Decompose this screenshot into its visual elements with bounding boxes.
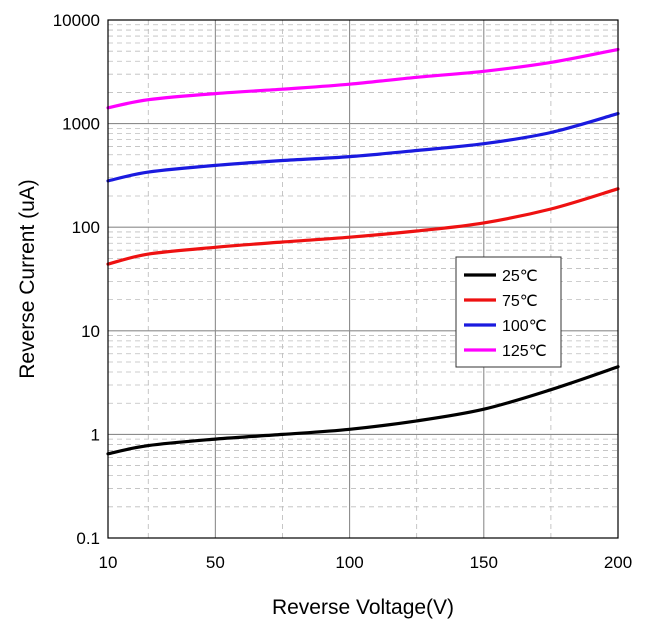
legend-label: 25℃: [502, 268, 538, 285]
legend: 25℃ 75℃ 100℃ 125℃: [455, 256, 562, 368]
y-tick-label: 0.1: [76, 529, 100, 548]
y-tick-label: 1: [91, 425, 100, 444]
series-layer: [106, 47, 620, 456]
y-tick-label: 1000: [62, 115, 100, 134]
y-tick-label: 100: [72, 218, 100, 237]
legend-label: 75℃: [502, 293, 538, 310]
x-axis-ticks: 10 50 100 150 200: [99, 553, 633, 572]
y-tick-label: 10: [81, 322, 100, 341]
series-line: [106, 365, 620, 456]
plot-frame: [107, 19, 619, 539]
x-axis-label: Reverse Voltage(V): [272, 596, 454, 619]
legend-label: 125℃: [502, 343, 547, 360]
y-axis-label: Reverse Current (uA): [16, 179, 39, 379]
x-tick-label: 50: [206, 553, 225, 572]
x-tick-label: 200: [604, 553, 632, 572]
series-line: [106, 112, 620, 183]
series-line: [106, 47, 620, 110]
x-tick-label: 150: [470, 553, 498, 572]
legend-label: 100℃: [502, 318, 547, 335]
y-tick-label: 10000: [53, 11, 100, 30]
y-axis-ticks: 0.1 1 10 100 1000 10000: [53, 11, 100, 548]
x-tick-label: 100: [335, 553, 363, 572]
series-line: [106, 187, 620, 266]
x-tick-label: 10: [99, 553, 118, 572]
